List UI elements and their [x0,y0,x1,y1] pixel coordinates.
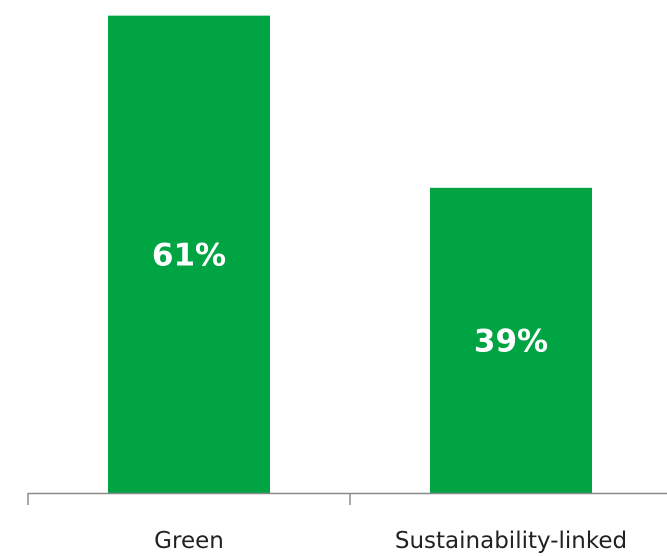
category-labels: Green Sustainability-linked [154,528,627,554]
bar-green [108,15,270,494]
x-axis [27,492,667,505]
x-tick-label: Sustainability-linked [395,528,627,554]
bars-layer: 61% 39% [108,15,592,494]
x-tick-label: Green [154,528,224,554]
bar-value-label: 39% [474,323,548,359]
bar-sustainability-linked [430,187,592,494]
bar-value-label: 61% [152,237,226,273]
